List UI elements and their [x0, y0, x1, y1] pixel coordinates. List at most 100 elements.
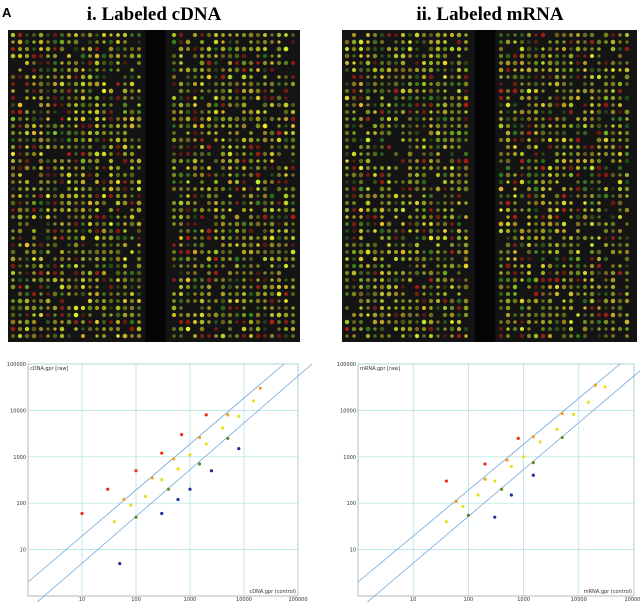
array-spot [46, 327, 50, 331]
array-spot [429, 222, 433, 226]
array-spot [262, 130, 268, 136]
array-spot [67, 152, 71, 156]
array-spot [435, 53, 441, 59]
array-spot [414, 305, 420, 311]
array-spot [59, 88, 65, 94]
array-spot [596, 158, 602, 164]
array-spot [115, 95, 121, 101]
array-spot [200, 68, 204, 72]
array-spot [358, 263, 364, 269]
array-spot [428, 326, 434, 332]
array-spot [220, 88, 226, 94]
array-spot [393, 151, 399, 157]
array-spot [582, 88, 588, 94]
array-spot [400, 235, 406, 241]
array-spot [129, 109, 135, 115]
array-spot [192, 172, 198, 178]
array-spot [109, 250, 113, 254]
array-spot [74, 173, 78, 177]
array-spot [372, 319, 378, 325]
array-spot [435, 32, 441, 38]
array-spot [101, 312, 107, 318]
array-spot [186, 180, 190, 184]
microarray-image [8, 30, 300, 342]
array-spot [562, 61, 566, 65]
array-spot [547, 298, 553, 304]
array-spot [53, 173, 57, 177]
array-spot [262, 186, 268, 192]
array-spot [115, 46, 121, 52]
array-spot [213, 32, 219, 38]
array-spot [540, 221, 546, 227]
array-spot [276, 137, 282, 143]
array-spot [60, 166, 64, 170]
array-spot [74, 145, 78, 149]
array-spot [262, 207, 268, 213]
array-spot [276, 256, 282, 262]
array-spot [380, 152, 384, 156]
array-spot [171, 95, 177, 101]
array-spot [256, 243, 260, 247]
array-spot [561, 221, 567, 227]
array-spot [249, 68, 253, 72]
array-spot [596, 263, 602, 269]
array-spot [277, 117, 281, 121]
panel-label: A [2, 5, 12, 20]
array-spot [583, 194, 587, 198]
array-spot [575, 123, 581, 129]
array-spot [269, 95, 275, 101]
array-spot [291, 40, 295, 44]
array-spot [80, 207, 86, 213]
array-spot [548, 327, 552, 331]
array-spot [123, 47, 127, 51]
array-spot [401, 82, 405, 86]
array-spot [46, 110, 50, 114]
array-spot [589, 32, 595, 38]
array-spot [589, 39, 595, 45]
array-spot [387, 54, 391, 58]
array-spot [408, 299, 412, 303]
array-spot [276, 277, 282, 283]
array-spot [351, 326, 357, 332]
array-spot [456, 123, 462, 129]
array-spot [59, 32, 65, 38]
array-spot [548, 292, 552, 296]
array-spot [10, 74, 16, 80]
array-spot [624, 172, 630, 178]
array-spot [554, 151, 560, 157]
array-spot [358, 298, 364, 304]
array-spot [625, 61, 629, 65]
array-spot [352, 236, 356, 240]
array-spot [263, 110, 267, 114]
array-spot [401, 285, 405, 289]
array-spot [242, 257, 246, 261]
array-spot [102, 117, 106, 121]
array-spot [200, 47, 204, 51]
array-spot [235, 40, 239, 44]
array-spot [73, 46, 79, 52]
array-spot [505, 312, 511, 318]
array-spot [277, 215, 281, 219]
array-spot [596, 193, 602, 199]
array-spot [262, 123, 268, 129]
array-spot [270, 40, 274, 44]
array-spot [185, 277, 191, 283]
array-spot [576, 75, 580, 79]
array-spot [45, 200, 51, 206]
array-spot [533, 193, 539, 199]
array-spot [80, 235, 86, 241]
array-spot [39, 306, 43, 310]
array-spot [214, 229, 218, 233]
array-spot [242, 187, 246, 191]
array-spot [102, 334, 106, 338]
array-spot [393, 277, 399, 283]
array-spot [11, 229, 15, 233]
array-spot [380, 75, 384, 79]
array-spot [380, 61, 384, 65]
array-spot [291, 334, 295, 338]
array-spot [284, 285, 288, 289]
array-spot [421, 158, 427, 164]
array-spot [358, 179, 364, 185]
array-spot [527, 257, 531, 261]
array-spot [597, 299, 601, 303]
